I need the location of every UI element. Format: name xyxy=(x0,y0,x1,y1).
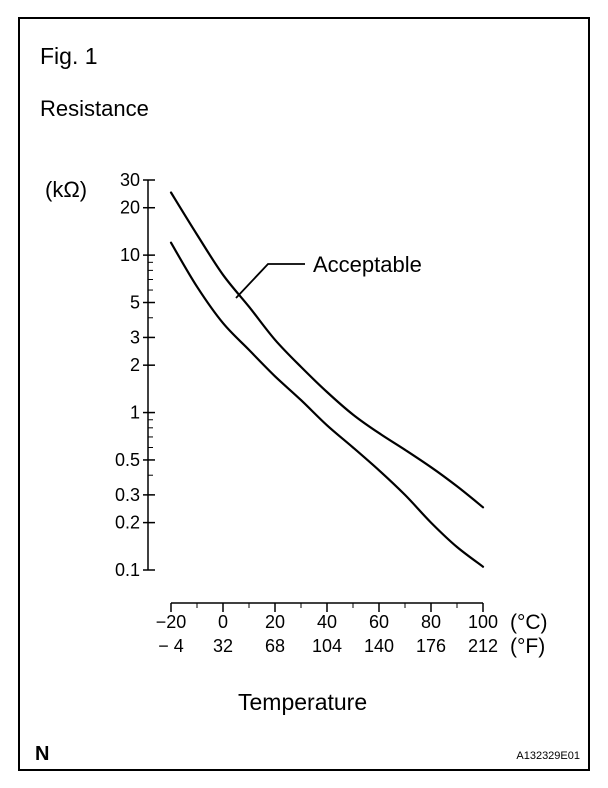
annotation-label: Acceptable xyxy=(313,252,422,277)
x-tick-label-celsius: 100 xyxy=(468,612,498,632)
y-tick-label: 2 xyxy=(130,355,140,375)
series-line-lower-limit xyxy=(169,241,485,568)
series-line-upper-limit xyxy=(169,191,485,509)
x-tick-label-celsius: 80 xyxy=(421,612,441,632)
y-axis: 30 20 10 5 3 2 1 0.5 0.3 0.2 0.1 xyxy=(115,170,155,580)
x-tick-label-celsius: −20 xyxy=(156,612,187,632)
y-tick-label: 0.1 xyxy=(115,560,140,580)
x-axis-title: Temperature xyxy=(238,689,368,715)
x-unit-fahrenheit: (°F) xyxy=(510,635,545,658)
annotation: Acceptable xyxy=(235,252,422,299)
y-tick-label: 20 xyxy=(120,198,140,218)
y-tick-label: 10 xyxy=(120,245,140,265)
x-axis: −20 − 4 0 32 20 68 40 104 60 140 80 176 100 212 (°C)(°… xyxy=(156,602,548,658)
y-axis-unit-label: (kΩ) xyxy=(45,177,88,202)
chart-title: Resistance xyxy=(40,96,149,121)
x-tick-label-fahrenheit: 176 xyxy=(416,636,446,656)
x-tick-label-fahrenheit: 104 xyxy=(312,636,342,656)
y-tick-label: 0.3 xyxy=(115,485,140,505)
x-tick-label-celsius: 40 xyxy=(317,612,337,632)
x-tick-label-fahrenheit: 140 xyxy=(364,636,394,656)
y-tick-label: 3 xyxy=(130,327,140,347)
series-lines xyxy=(169,191,485,568)
y-tick-label: 0.5 xyxy=(115,450,140,470)
x-tick-label-fahrenheit: 68 xyxy=(265,636,285,656)
x-tick-label-celsius: 60 xyxy=(369,612,389,632)
x-tick-label-fahrenheit: − 4 xyxy=(158,636,184,656)
figure-code: A132329E01 xyxy=(516,750,580,762)
figure-frame: Fig. 1 Resistance (kΩ) Temperature N A13… xyxy=(18,17,590,771)
y-tick-label: 0.2 xyxy=(115,513,140,533)
annotation-leader-line xyxy=(235,263,305,299)
x-tick-label-celsius: 20 xyxy=(265,612,285,632)
corner-mark: N xyxy=(35,743,50,765)
y-tick-label: 30 xyxy=(120,170,140,190)
x-unit-celsius: (°C) xyxy=(510,611,548,634)
y-tick-label: 5 xyxy=(130,293,140,313)
figure-label: Fig. 1 xyxy=(40,43,98,69)
x-tick-label-celsius: 0 xyxy=(218,612,228,632)
x-tick-label-fahrenheit: 212 xyxy=(468,636,498,656)
y-tick-label: 1 xyxy=(130,403,140,423)
x-tick-label-fahrenheit: 32 xyxy=(213,636,233,656)
